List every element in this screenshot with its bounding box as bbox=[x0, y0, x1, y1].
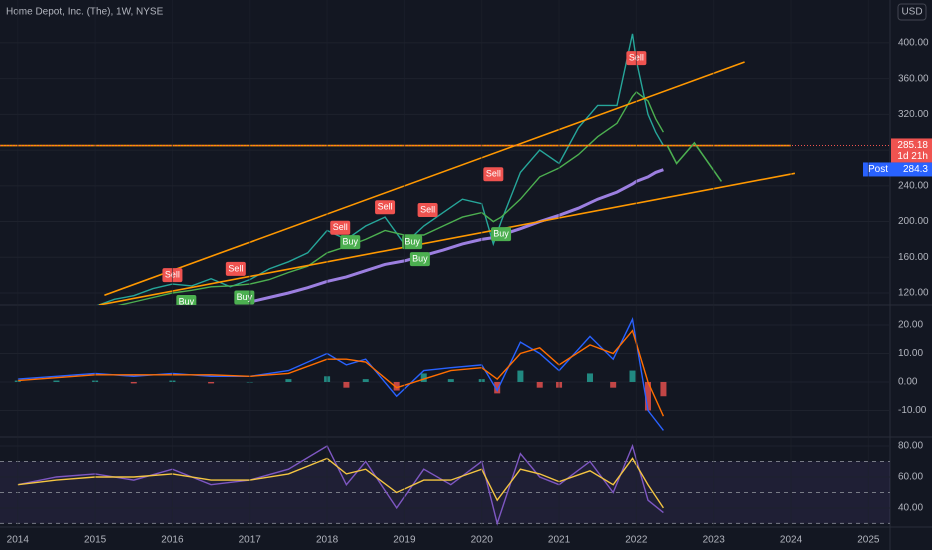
y-tick-label: 160.00 bbox=[898, 252, 929, 263]
signal-label: Buy bbox=[412, 253, 428, 263]
signal-label: Buy bbox=[493, 228, 509, 238]
x-tick-label: 2017 bbox=[239, 535, 262, 546]
y-tick-label: 320.00 bbox=[898, 109, 929, 120]
histogram-bar bbox=[610, 381, 617, 388]
histogram-bar bbox=[586, 373, 593, 382]
series-line bbox=[17, 329, 665, 417]
y-tick-label: 240.00 bbox=[898, 180, 929, 191]
signal-label: Sell bbox=[228, 263, 243, 273]
signal-label: Buy bbox=[343, 236, 359, 246]
histogram-bar bbox=[393, 381, 400, 391]
signal-label: Buy bbox=[404, 236, 420, 246]
signal-label: Sell bbox=[486, 169, 501, 179]
histogram-bar bbox=[629, 370, 636, 382]
y-tick-label: 400.00 bbox=[898, 38, 929, 49]
x-tick-label: 2023 bbox=[703, 535, 726, 546]
post-price: 284.3 bbox=[903, 164, 928, 175]
histogram-bar bbox=[660, 381, 667, 397]
histogram-bar bbox=[343, 381, 350, 388]
x-tick-label: 2014 bbox=[7, 535, 30, 546]
y-tick-label: 10.00 bbox=[898, 348, 923, 359]
series-line bbox=[117, 91, 665, 305]
trend-line bbox=[104, 61, 745, 296]
last-price: 285.18 bbox=[897, 140, 928, 151]
signal-label: Buy bbox=[237, 292, 253, 302]
panel bbox=[0, 443, 890, 526]
signal-box bbox=[176, 294, 197, 305]
y-tick-label: 80.00 bbox=[898, 441, 923, 452]
post-box bbox=[863, 162, 932, 177]
histogram-bar bbox=[285, 379, 292, 382]
histogram-bar bbox=[53, 380, 60, 382]
signal-box bbox=[402, 235, 423, 250]
signal-box bbox=[409, 252, 430, 267]
y-tick-label: 40.00 bbox=[898, 503, 923, 514]
signal-label: Sell bbox=[378, 202, 393, 212]
y-tick-label: 200.00 bbox=[898, 216, 929, 227]
histogram-bar bbox=[130, 381, 137, 384]
y-tick-label: 0.00 bbox=[898, 377, 918, 388]
y-tick-label: -10.00 bbox=[898, 405, 927, 416]
x-tick-label: 2019 bbox=[393, 535, 416, 546]
y-tick-label: 120.00 bbox=[898, 288, 929, 299]
post-label: Post bbox=[868, 164, 888, 175]
series-line bbox=[249, 168, 664, 304]
histogram-bar bbox=[494, 381, 501, 394]
y-tick-label: 60.00 bbox=[898, 472, 923, 483]
last-price-box bbox=[891, 138, 932, 163]
signal-box bbox=[340, 235, 361, 250]
x-tick-label: 2016 bbox=[161, 535, 184, 546]
signal-box bbox=[491, 227, 512, 242]
histogram-bar bbox=[420, 373, 427, 382]
x-tick-label: 2020 bbox=[471, 535, 494, 546]
x-tick-label: 2024 bbox=[780, 535, 803, 546]
histogram-bar bbox=[208, 381, 215, 384]
histogram-bar bbox=[362, 379, 369, 382]
x-tick-label: 2018 bbox=[316, 535, 339, 546]
histogram-bar bbox=[517, 370, 524, 382]
y-tick-label: 360.00 bbox=[898, 73, 929, 84]
currency[interactable]: USD bbox=[901, 7, 922, 18]
trend-line bbox=[666, 141, 723, 182]
series-line bbox=[17, 457, 664, 509]
series-line bbox=[17, 443, 664, 526]
x-tick-label: 2022 bbox=[625, 535, 648, 546]
signal-box bbox=[375, 200, 396, 215]
signal-label: Sell bbox=[333, 222, 348, 232]
signal-label: Sell bbox=[420, 204, 435, 214]
signal-box bbox=[225, 261, 246, 276]
x-tick-label: 2021 bbox=[548, 535, 571, 546]
histogram-bar bbox=[536, 381, 543, 388]
y-tick-label: 20.00 bbox=[898, 320, 923, 331]
signal-box bbox=[330, 220, 351, 235]
trend-line bbox=[98, 172, 796, 305]
chart-title: Home Depot, Inc. (The), 1W, NYSE bbox=[6, 7, 164, 18]
panel bbox=[0, 317, 890, 431]
countdown: 1d 21h bbox=[897, 151, 928, 162]
x-tick-label: 2025 bbox=[857, 535, 880, 546]
currency-box[interactable] bbox=[897, 3, 927, 21]
signal-box bbox=[483, 167, 504, 182]
histogram-bar bbox=[644, 381, 651, 411]
histogram-bar bbox=[447, 379, 454, 382]
x-tick-label: 2015 bbox=[84, 535, 107, 546]
signal-box bbox=[417, 202, 438, 217]
rsi-band bbox=[0, 461, 890, 524]
signal-label: Buy bbox=[179, 296, 195, 306]
